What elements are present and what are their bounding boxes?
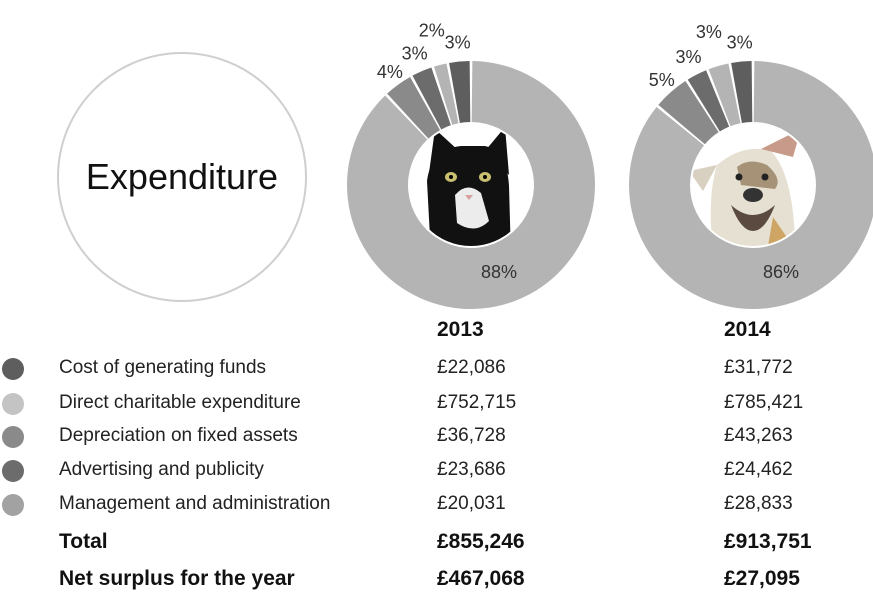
total-label: Total: [59, 530, 108, 553]
pie-slice-2014-4: [731, 61, 753, 123]
value-2014: £785,421: [724, 392, 804, 413]
pie-slice-2014-0: [629, 61, 873, 309]
table-row: Cost of generating funds £22,086 £31,772: [0, 353, 873, 386]
value-2014: £43,263: [724, 425, 793, 446]
total-2014: £913,751: [724, 530, 812, 553]
net-surplus-2014: £27,095: [724, 567, 800, 590]
net-surplus-2013: £467,068: [437, 567, 525, 590]
pie-slice-2014-1: [658, 81, 719, 145]
slice-label-2013-3: 2%: [419, 21, 445, 41]
column-header-2013: 2013: [437, 318, 484, 341]
net-surplus-row: Net surplus for the year £467,068 £27,09…: [0, 565, 873, 598]
value-2013: £20,031: [437, 493, 506, 514]
cat-photo: [410, 126, 532, 246]
pie-slice-2013-4: [449, 61, 471, 123]
value-2013: £36,728: [437, 425, 506, 446]
legend-dot: [2, 393, 24, 415]
slice-label-2013-0: 88%: [481, 262, 517, 282]
row-label: Direct charitable expenditure: [59, 392, 301, 413]
net-surplus-label: Net surplus for the year: [59, 567, 295, 590]
value-2014: £24,462: [724, 459, 793, 480]
value-2014: £28,833: [724, 493, 793, 514]
table-row: Management and administration £20,031 £2…: [0, 489, 873, 522]
expenditure-title-circle: Expenditure: [57, 52, 307, 302]
slice-label-2014-2: 3%: [676, 47, 702, 67]
pie-slice-2013-1: [387, 77, 441, 139]
slice-label-2013-2: 3%: [402, 43, 428, 63]
slice-label-2014-0: 86%: [763, 262, 799, 282]
value-2014: £31,772: [724, 357, 793, 378]
value-2013: £752,715: [437, 392, 517, 413]
value-2013: £22,086: [437, 357, 506, 378]
pie-slice-2013-2: [412, 67, 451, 130]
slice-label-2014-4: 3%: [727, 32, 753, 52]
pie-slice-2014-3: [708, 63, 741, 127]
pie-slice-2014-2: [687, 70, 730, 132]
value-2013: £23,686: [437, 459, 506, 480]
column-header-2014: 2014: [724, 318, 771, 341]
total-row: Total £855,246 £913,751: [0, 528, 873, 561]
page-title: Expenditure: [85, 156, 279, 197]
row-label: Advertising and publicity: [59, 459, 264, 480]
legend-dot: [2, 426, 24, 448]
row-label: Management and administration: [59, 493, 331, 514]
slice-label-2013-4: 3%: [445, 32, 471, 52]
donut-chart-2013: 4%3%2%3%88%: [347, 21, 595, 309]
dog-photo: [692, 124, 814, 246]
table-row: Advertising and publicity £23,686 £24,46…: [0, 455, 873, 488]
legend-dot: [2, 494, 24, 516]
total-2013: £855,246: [437, 530, 525, 553]
pie-slice-2013-0: [347, 61, 595, 309]
slice-label-2014-3: 3%: [696, 22, 722, 42]
donut-chart-2014: 5%3%3%3%86%: [629, 22, 873, 309]
pie-slice-2013-3: [433, 63, 459, 125]
slice-label-2013-1: 4%: [377, 62, 403, 82]
legend-dot: [2, 460, 24, 482]
row-label: Depreciation on fixed assets: [59, 425, 298, 446]
row-label: Cost of generating funds: [59, 357, 267, 378]
slice-label-2014-1: 5%: [649, 70, 675, 90]
legend-dot: [2, 358, 24, 380]
table-row: Direct charitable expenditure £752,715 £…: [0, 388, 873, 421]
table-row: Depreciation on fixed assets £36,728 £43…: [0, 421, 873, 454]
